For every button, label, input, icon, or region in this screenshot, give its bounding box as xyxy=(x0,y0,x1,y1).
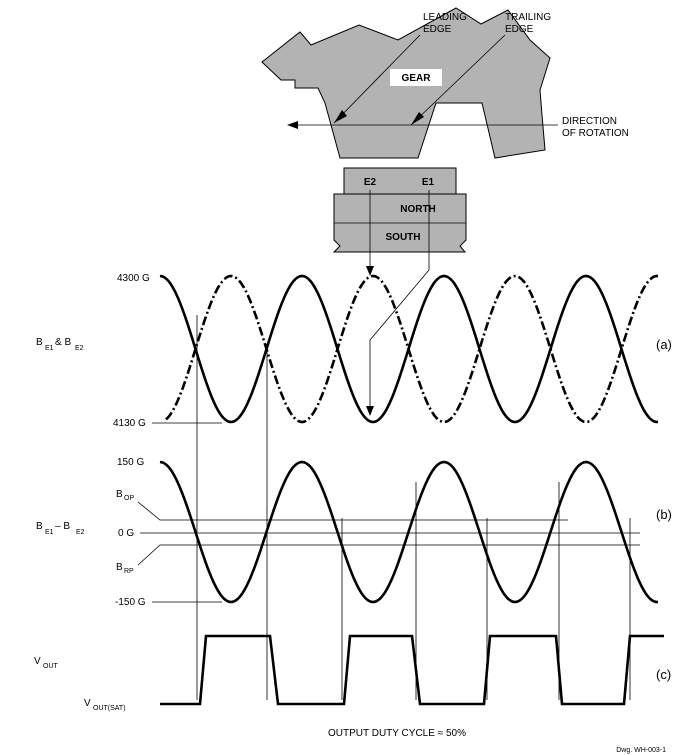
panel-a-be2-curve xyxy=(165,274,658,424)
leading-edge-arrowhead xyxy=(334,110,347,123)
drawing-number: Dwg. WH-003-1 xyxy=(616,747,666,754)
panel-a-ylabel-b: B xyxy=(36,337,43,348)
bop-threshold-line xyxy=(137,501,568,521)
panel-a-ylabel-sub1: E1 xyxy=(45,345,54,352)
panel-a-tag: (a) xyxy=(656,337,672,352)
magnet-north-label: NORTH xyxy=(400,204,436,215)
panel-b-brp-sub: RP xyxy=(124,568,134,575)
magnet-south-label: SOUTH xyxy=(386,232,421,243)
panel-c-vsat-sub: OUT(SAT) xyxy=(93,705,126,712)
brp-threshold-line xyxy=(137,544,640,566)
sensor-e2-label: E2 xyxy=(364,177,377,188)
panel-b-bottom-label: -150 G xyxy=(115,597,146,608)
panel-b-ylabel-sub2: E2 xyxy=(76,529,85,536)
panel-a-top-label: 4300 G xyxy=(117,273,150,284)
panel-c-vout-v: V xyxy=(34,656,41,667)
panel-b-bop-sub: OP xyxy=(124,495,134,502)
panel-a-ylabel-sub2: E2 xyxy=(75,345,84,352)
trailing-edge-label-line2: EDGE xyxy=(505,24,534,35)
panel-b-top-label: 150 G xyxy=(117,457,144,468)
gear-label-box xyxy=(390,69,442,86)
panel-b-brp-b: B xyxy=(116,562,123,573)
panel-b-ylabel-sub1: E1 xyxy=(45,529,54,536)
panel-b-ylabel-b: B xyxy=(36,521,43,532)
panel-c-vout-sub: OUT xyxy=(43,663,59,670)
leading-edge-label-line1: LEADING xyxy=(423,12,467,23)
leading-edge-pointer xyxy=(333,34,421,124)
e2-pointer-arrowhead xyxy=(366,266,374,276)
sensor-element-box xyxy=(343,167,457,195)
trailing-edge-arrowhead xyxy=(411,112,424,125)
panel-a-bottom-label: 4130 G xyxy=(113,418,146,429)
panel-c-output-waveform xyxy=(160,634,664,706)
panel-b-difference-curve xyxy=(159,460,658,604)
panel-b-tag: (b) xyxy=(656,507,672,522)
trailing-edge-label-line1: TRAILING xyxy=(505,12,551,23)
panel-c-tag: (c) xyxy=(656,667,671,682)
panel-c-vsat-v: V xyxy=(84,698,91,709)
panel-b-ylabel-minus: – B xyxy=(55,521,70,532)
e1-pointer-arrowhead xyxy=(366,406,374,416)
trailing-edge-pointer xyxy=(410,34,506,126)
direction-label-line1: DIRECTION xyxy=(562,116,617,127)
gear-label: GEAR xyxy=(402,73,432,84)
e1-pointer-line xyxy=(369,190,430,410)
panel-a-ylabel-amp: & B xyxy=(55,337,71,348)
direction-arrowhead xyxy=(287,121,298,129)
panel-b-zero-label: 0 G xyxy=(118,528,134,539)
direction-label-line2: OF ROTATION xyxy=(562,128,629,139)
duty-cycle-caption: OUTPUT DUTY CYCLE ≈ 50% xyxy=(328,728,466,739)
leading-edge-label-line2: EDGE xyxy=(423,24,452,35)
panel-a-be1-curve xyxy=(159,274,658,424)
panel-b-bop-b: B xyxy=(116,489,123,500)
sensor-e1-label: E1 xyxy=(422,177,435,188)
